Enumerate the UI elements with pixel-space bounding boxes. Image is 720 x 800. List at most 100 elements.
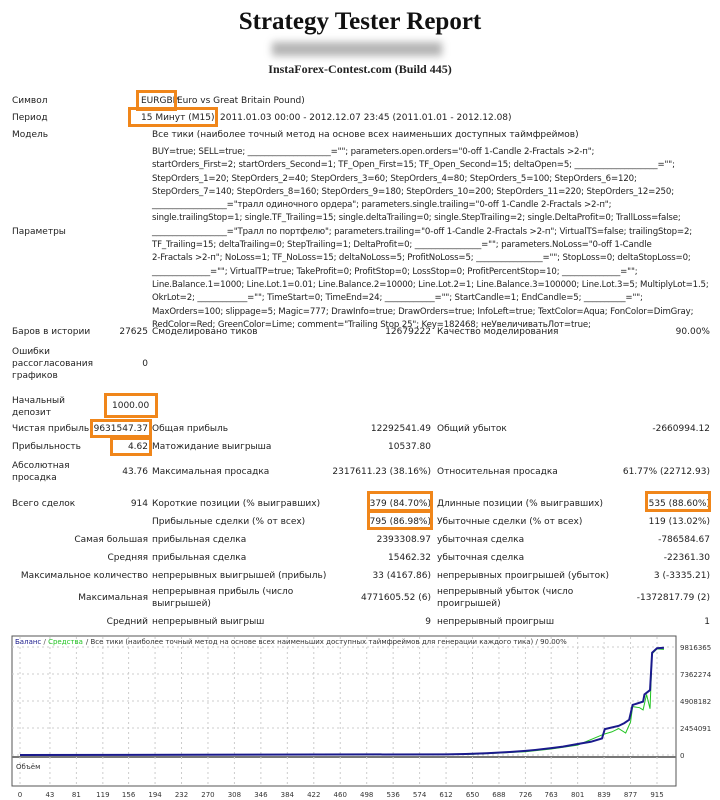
- avg-consecutive-label: Средний: [106, 617, 148, 627]
- max-consecutive-wins-label: непрерывных выигрышей (прибыль): [152, 571, 327, 581]
- short-positions-value: 379 (84.70%): [369, 499, 431, 509]
- model-value: Все тики (наиболее точный метод на основ…: [152, 130, 579, 140]
- highlight-deposit: [104, 393, 158, 418]
- avg-consecutive-losses-value: 1: [704, 617, 710, 627]
- x-tick-label: 726: [519, 791, 533, 799]
- x-tick-label: 119: [96, 791, 109, 799]
- max-consecutive-loss-label: непрерывный убыток (число проигрышей): [437, 587, 574, 609]
- gross-profit-label: Общая прибыль: [152, 424, 229, 434]
- avg-consecutive-wins-label: непрерывный выигрыш: [152, 617, 265, 627]
- deposit-value: 1000.00: [112, 401, 150, 411]
- total-trades-value: 914: [130, 499, 148, 509]
- bars-value: 27625: [119, 327, 148, 337]
- x-tick-label: 574: [413, 791, 427, 799]
- chart-frame: [11, 635, 677, 787]
- highlight-profit-trades: [367, 510, 433, 530]
- average-profit-label: прибыльная сделка: [152, 553, 247, 563]
- max-count-label: Максимальное количество: [20, 571, 148, 581]
- highlight-short-positions: [367, 491, 433, 512]
- largest-loss-label: убыточная сделка: [437, 535, 525, 545]
- avg-consecutive-losses-label: непрерывный проигрыш: [437, 617, 555, 627]
- deposit-label: Начальный депозит: [12, 396, 66, 418]
- legend-description: / Все тики (наиболее точный метод на осн…: [86, 638, 567, 646]
- highlight-period: [128, 107, 218, 127]
- x-tick-label: 915: [650, 791, 663, 799]
- net-profit-value: 9631547.37: [93, 424, 148, 434]
- max-drawdown-label: Максимальная просадка: [152, 467, 270, 477]
- quality-label: Качество моделирования: [437, 327, 559, 337]
- parameters-value: BUY=true; SELL=true; ___________________…: [152, 147, 709, 330]
- x-tick-label: 194: [148, 791, 162, 799]
- absolute-drawdown-label: Абсолютная просадка: [12, 461, 70, 483]
- x-tick-label: 877: [624, 791, 637, 799]
- blurred-expert-name: [272, 42, 442, 56]
- average-loss-label: убыточная сделка: [437, 553, 525, 563]
- balance-chart: 0 2454091 4908182 7362274 9816365 0 43 81 119 15…: [11, 635, 712, 799]
- x-tick-label: 650: [466, 791, 479, 799]
- x-tick-label: 801: [571, 791, 584, 799]
- x-tick-label: 422: [307, 791, 320, 799]
- x-tick-label: 536: [386, 791, 400, 799]
- x-tick-label: 346: [254, 791, 268, 799]
- net-profit-label: Чистая прибыль: [12, 424, 90, 434]
- long-positions-label: Длинные позиции (% выигравших): [437, 499, 603, 509]
- profit-trades-value: 795 (86.98%): [369, 517, 431, 527]
- legend-equity: Средства: [48, 638, 83, 646]
- short-positions-label: Короткие позиции (% выигравших): [152, 499, 321, 509]
- relative-drawdown-label: Относительная просадка: [437, 467, 558, 477]
- ticks-label: Смоделировано тиков: [152, 327, 258, 337]
- max-consecutive-loss-value: -1372817.79 (2): [636, 593, 710, 603]
- max-consecutive-profit-label: непрерывная прибыль (число выигрышей): [152, 587, 294, 609]
- avg-consecutive-wins-value: 9: [425, 617, 431, 627]
- parameters-label: Параметры: [12, 227, 66, 237]
- total-trades-label: Всего сделок: [12, 499, 76, 509]
- x-tick-label: 460: [334, 791, 347, 799]
- average-loss-value: -22361.30: [663, 553, 710, 563]
- average-profit-value: 15462.32: [388, 553, 431, 563]
- long-positions-value: 535 (88.60%): [648, 499, 710, 509]
- expected-payoff-value: 10537.80: [388, 442, 431, 452]
- bars-label: Баров в истории: [12, 327, 91, 337]
- largest-profit-value: 2393308.97: [376, 535, 431, 545]
- x-tick-label: 839: [597, 791, 610, 799]
- y-tick-label: 2454091: [680, 725, 711, 733]
- maximal-label: Максимальная: [78, 593, 148, 603]
- x-tick-label: 498: [360, 791, 373, 799]
- model-label: Модель: [12, 130, 49, 140]
- period-timeframe: 15 Минут (M15): [141, 113, 215, 123]
- x-tick-label: 612: [439, 791, 452, 799]
- x-tick-label: 384: [281, 791, 295, 799]
- relative-drawdown-value: 61.77% (22712.93): [622, 467, 710, 477]
- gross-loss-label: Общий убыток: [437, 424, 507, 434]
- period-range: 2011.01.03 00:00 - 2012.12.07 23:45 (201…: [220, 113, 512, 123]
- y-tick-label: 4908182: [680, 698, 711, 706]
- highlight-net-profit: [90, 419, 152, 438]
- expected-payoff-label: Матожидание выигрыша: [152, 442, 272, 452]
- highlight-long-positions: [645, 491, 711, 512]
- loss-trades-label: Убыточные сделки (% от всех): [437, 517, 583, 527]
- y-tick-label: 0: [680, 752, 684, 760]
- report-title: Strategy Tester Report: [238, 8, 482, 35]
- report-subtitle: InstaForex-Contest.com (Build 445): [268, 62, 452, 76]
- x-tick-label: 688: [492, 791, 505, 799]
- x-tick-label: 81: [72, 791, 81, 799]
- svg-text:Баланс / Средства/ Все тики (н: Баланс / Средства / Все тики (наиболее то…: [15, 638, 567, 646]
- max-consecutive-losses-value: 3 (-3335.21): [653, 571, 710, 581]
- symbol-description: Euro vs Great Britain Pound): [177, 96, 305, 106]
- loss-trades-value: 119 (13.02%): [648, 517, 710, 527]
- profit-trades-label: Прибыльные сделки (% от всех): [152, 517, 306, 527]
- gross-profit-value: 12292541.49: [370, 424, 431, 434]
- x-tick-label: 270: [201, 791, 214, 799]
- y-tick-label: 9816365: [680, 644, 711, 652]
- average-label: Средняя: [107, 553, 148, 563]
- errors-label: Ошибки рассогласования графиков: [12, 347, 94, 381]
- x-tick-label: 0: [18, 791, 22, 799]
- legend-balance: Баланс: [15, 638, 41, 646]
- max-consecutive-wins-value: 33 (4167.86): [372, 571, 431, 581]
- balance-line: [19, 646, 665, 756]
- largest-label: Самая большая: [74, 535, 148, 545]
- symbol-label: Символ: [12, 96, 48, 106]
- profit-factor-label: Прибыльность: [12, 442, 81, 452]
- quality-value: 90.00%: [675, 327, 710, 337]
- x-tick-label: 43: [45, 791, 54, 799]
